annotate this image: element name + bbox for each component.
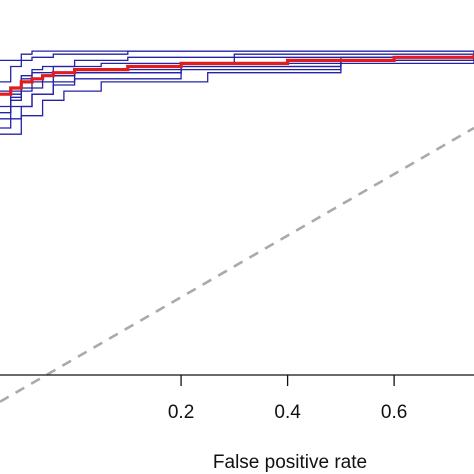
fold-roc-line-7 (0, 57, 474, 129)
fold-roc-line-8 (0, 57, 474, 135)
x-tick-label: 0.2 (168, 402, 194, 423)
fold-roc-line-4 (0, 51, 474, 108)
plot-series (0, 50, 474, 403)
x-tick-label: 0.4 (274, 402, 301, 423)
x-axis-title: False positive rate (213, 452, 367, 473)
x-axis-ticks: 0.20.40.60 (168, 375, 407, 423)
fold-roc-line-2 (0, 50, 474, 83)
chance-diagonal-line (0, 126, 474, 403)
mean-roc-line (0, 54, 474, 96)
x-tick-label: 0.6 (381, 402, 407, 423)
